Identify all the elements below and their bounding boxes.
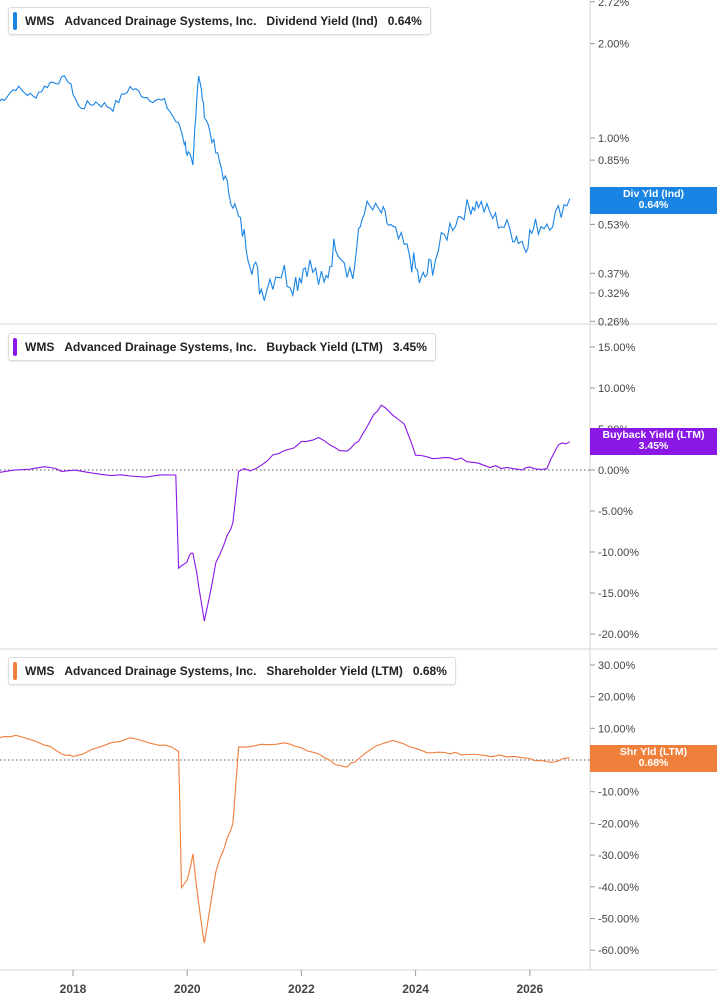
x-tick-label: 2018 (60, 982, 87, 996)
badge-label: Div Yld (Ind) (622, 188, 685, 200)
badge-value: 3.45% (638, 440, 669, 452)
y-tick-label: 0.85% (598, 155, 629, 167)
legend-ticker: WMS (25, 664, 55, 678)
legend-value: 0.68% (412, 664, 447, 678)
panel-dividers (0, 0, 717, 971)
badge-dividend: Div Yld (Ind) 0.64% (590, 187, 717, 214)
y-tick-label: 10.00% (598, 723, 636, 735)
legend-swatch-dividend (13, 12, 17, 30)
y-tick-label: -20.00% (598, 629, 639, 641)
y-tick-label: 0.00% (598, 465, 629, 477)
legend-metric: Dividend Yield (Ind) (266, 14, 378, 28)
y-tick-label: 1.00% (598, 133, 629, 145)
legend-buyback: WMS Advanced Drainage Systems, Inc. Buyb… (8, 333, 436, 361)
y-tick-label: 2.72% (598, 0, 629, 9)
y-tick-label: -15.00% (598, 588, 639, 600)
y-tick-label: -10.00% (598, 787, 639, 799)
legend-metric: Shareholder Yield (LTM) (266, 664, 403, 678)
y-tick-label: 0.53% (598, 219, 629, 231)
series-line-shareholder (0, 734, 570, 944)
x-tick-label: 2024 (402, 982, 429, 996)
y-tick-label: 2.00% (598, 39, 629, 51)
legend-metric: Buyback Yield (LTM) (266, 340, 383, 354)
y-tick-label: -5.00% (598, 506, 633, 518)
y-tick-label: -60.00% (598, 945, 639, 957)
badge-label: Buyback Yield (LTM) (602, 429, 705, 441)
legend-company: Advanced Drainage Systems, Inc. (64, 14, 257, 28)
legend-ticker: WMS (25, 340, 55, 354)
y-tick-label: 10.00% (598, 383, 636, 395)
legend-value: 0.64% (387, 14, 422, 28)
badge-shareholder: Shr Yld (LTM) 0.68% (590, 745, 717, 772)
y-tick-label: -40.00% (598, 882, 639, 894)
y-tick-label: -10.00% (598, 547, 639, 559)
series-line-dividend (0, 75, 571, 301)
badge-value: 0.64% (638, 199, 669, 211)
legend-swatch-shareholder (13, 662, 17, 680)
legend-company: Advanced Drainage Systems, Inc. (64, 664, 257, 678)
y-tick-label: 0.32% (598, 288, 629, 300)
y-tick-label: 30.00% (598, 660, 636, 672)
y-tick-label: -30.00% (598, 850, 639, 862)
x-tick-label: 2026 (516, 982, 543, 996)
legend-dividend: WMS Advanced Drainage Systems, Inc. Divi… (8, 7, 431, 35)
x-axis-ticks: 2018 2020 2022 2024 2026 (60, 970, 543, 996)
legend-company: Advanced Drainage Systems, Inc. (64, 340, 257, 354)
legend-ticker: WMS (25, 14, 55, 28)
series-lines (0, 75, 571, 944)
y-tick-label: 0.37% (598, 268, 629, 280)
y-tick-label: -50.00% (598, 914, 639, 926)
y-axis-ticks: 2.72% 2.00% 1.00% 0.85% 0.53% 0.37% 0.32% 0.26%… (590, 0, 639, 957)
legend-swatch-buyback (13, 338, 17, 356)
badge-label: Shr Yld (LTM) (619, 746, 688, 758)
badge-buyback: Buyback Yield (LTM) 3.45% (590, 428, 717, 455)
y-tick-label: 0.26% (598, 316, 629, 328)
legend-shareholder: WMS Advanced Drainage Systems, Inc. Shar… (8, 657, 456, 685)
zero-reference-lines (0, 469, 590, 761)
y-tick-label: 20.00% (598, 692, 636, 704)
x-tick-label: 2022 (288, 982, 315, 996)
y-tick-label: 15.00% (598, 342, 636, 354)
y-tick-label: -20.00% (598, 818, 639, 830)
x-tick-label: 2020 (174, 982, 201, 996)
legend-value: 3.45% (392, 340, 427, 354)
series-line-buyback (0, 404, 571, 622)
badge-value: 0.68% (638, 757, 669, 769)
